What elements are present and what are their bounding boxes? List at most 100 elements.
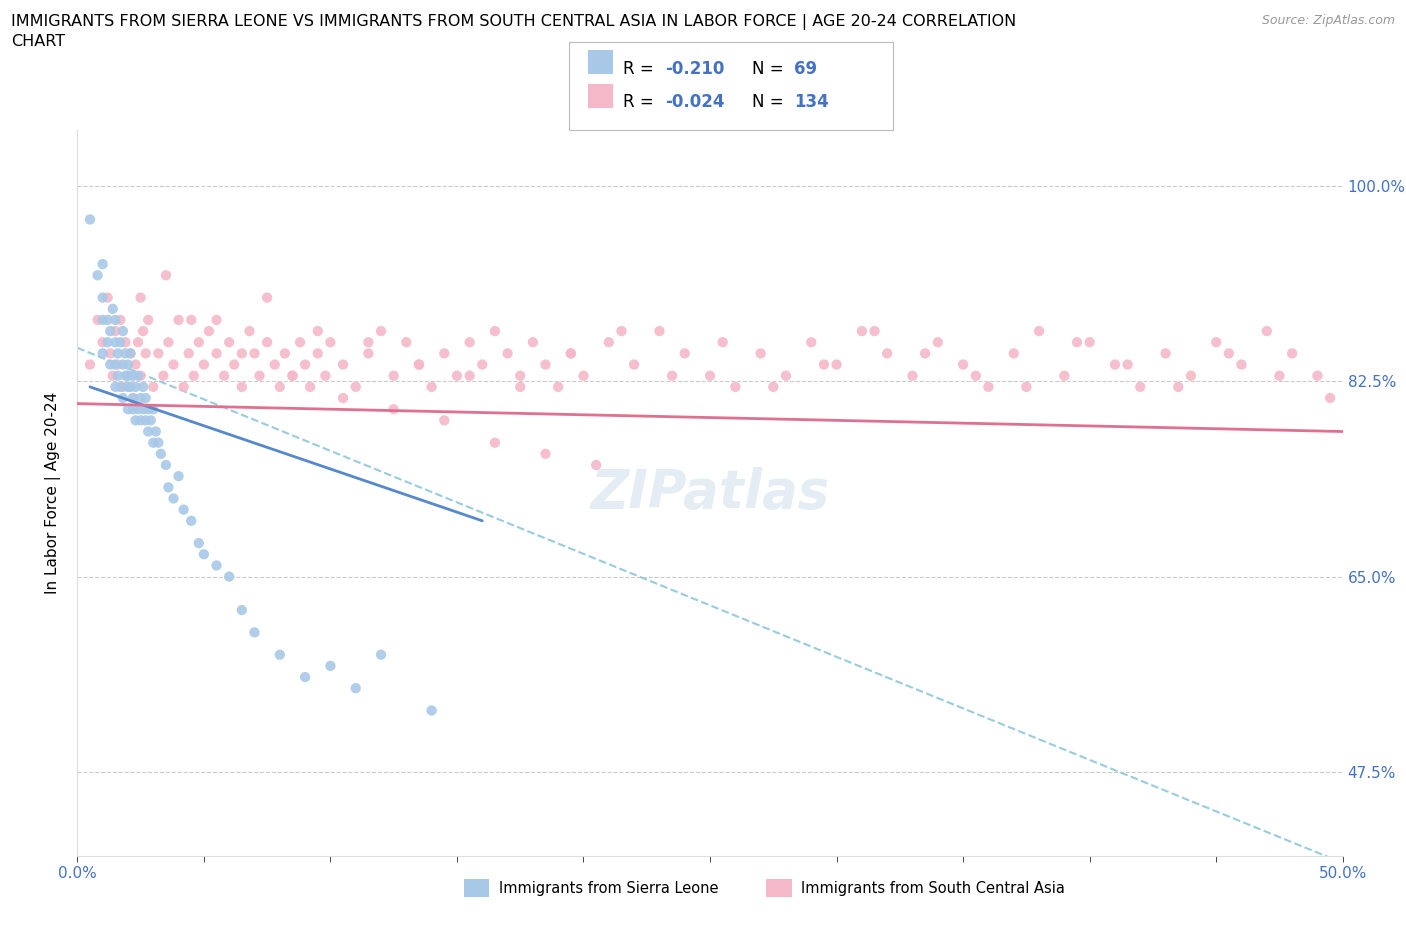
Point: [135, 391, 157, 405]
Point: [299, 379, 322, 394]
Point: [117, 368, 139, 383]
Point: [901, 368, 924, 383]
Point: [699, 368, 721, 383]
Point: [274, 346, 297, 361]
Point: [1129, 379, 1152, 394]
Point: [256, 335, 278, 350]
Text: IMMIGRANTS FROM SIERRA LEONE VS IMMIGRANTS FROM SOUTH CENTRAL ASIA IN LABOR FORC: IMMIGRANTS FROM SIERRA LEONE VS IMMIGRAN…: [11, 14, 1017, 30]
Text: R =: R =: [623, 60, 659, 77]
Point: [111, 324, 134, 339]
Point: [294, 357, 316, 372]
Point: [91, 257, 114, 272]
Point: [344, 379, 367, 394]
Point: [724, 379, 747, 394]
Point: [193, 357, 215, 372]
Point: [1002, 346, 1025, 361]
Point: [238, 324, 260, 339]
Point: [952, 357, 974, 372]
Point: [101, 368, 124, 383]
Point: [127, 368, 149, 383]
Text: ZIPatlas: ZIPatlas: [591, 467, 830, 519]
Point: [136, 312, 159, 327]
Point: [1230, 357, 1253, 372]
Point: [851, 324, 873, 339]
Point: [496, 346, 519, 361]
Point: [117, 357, 139, 372]
Point: [110, 312, 132, 327]
Text: N =: N =: [752, 93, 789, 111]
Point: [1104, 357, 1126, 372]
Point: [212, 368, 235, 383]
Point: [648, 324, 671, 339]
Point: [117, 379, 139, 394]
Point: [98, 324, 121, 339]
Point: [1154, 346, 1177, 361]
Point: [433, 346, 456, 361]
Point: [129, 391, 152, 405]
Point: [117, 402, 139, 417]
Point: [623, 357, 645, 372]
Point: [107, 346, 129, 361]
Point: [509, 379, 531, 394]
Point: [157, 480, 180, 495]
Point: [395, 335, 418, 350]
Point: [1180, 368, 1202, 383]
Point: [129, 413, 152, 428]
Point: [120, 346, 142, 361]
Point: [382, 368, 405, 383]
Point: [344, 681, 367, 696]
Point: [420, 703, 443, 718]
Point: [86, 312, 108, 327]
Point: [243, 346, 266, 361]
Point: [876, 346, 898, 361]
Point: [187, 335, 209, 350]
Point: [585, 458, 607, 472]
Point: [256, 290, 278, 305]
Point: [104, 335, 127, 350]
Point: [91, 312, 114, 327]
Point: [231, 346, 253, 361]
Point: [749, 346, 772, 361]
Point: [813, 357, 835, 372]
Point: [91, 335, 114, 350]
Point: [152, 368, 174, 383]
Point: [98, 357, 121, 372]
Point: [420, 379, 443, 394]
Point: [560, 346, 582, 361]
Point: [263, 357, 285, 372]
Point: [484, 435, 506, 450]
Point: [205, 346, 228, 361]
Point: [97, 312, 120, 327]
Point: [357, 346, 380, 361]
Point: [111, 379, 134, 394]
Point: [509, 368, 531, 383]
Point: [357, 335, 380, 350]
Point: [1116, 357, 1139, 372]
Text: 134: 134: [794, 93, 830, 111]
Point: [1053, 368, 1076, 383]
Point: [319, 335, 342, 350]
Point: [104, 357, 127, 372]
Point: [572, 368, 595, 383]
Point: [370, 647, 392, 662]
Point: [673, 346, 696, 361]
Point: [598, 335, 620, 350]
Point: [132, 379, 155, 394]
Point: [218, 335, 240, 350]
Point: [114, 346, 136, 361]
Point: [319, 658, 342, 673]
Point: [198, 324, 221, 339]
Point: [560, 346, 582, 361]
Point: [79, 357, 101, 372]
Point: [294, 670, 316, 684]
Point: [157, 335, 180, 350]
Point: [129, 368, 152, 383]
Point: [117, 368, 139, 383]
Point: [127, 335, 149, 350]
Point: [458, 335, 481, 350]
Point: [79, 212, 101, 227]
Point: [122, 391, 145, 405]
Point: [162, 491, 184, 506]
Point: [111, 357, 134, 372]
Point: [914, 346, 936, 361]
